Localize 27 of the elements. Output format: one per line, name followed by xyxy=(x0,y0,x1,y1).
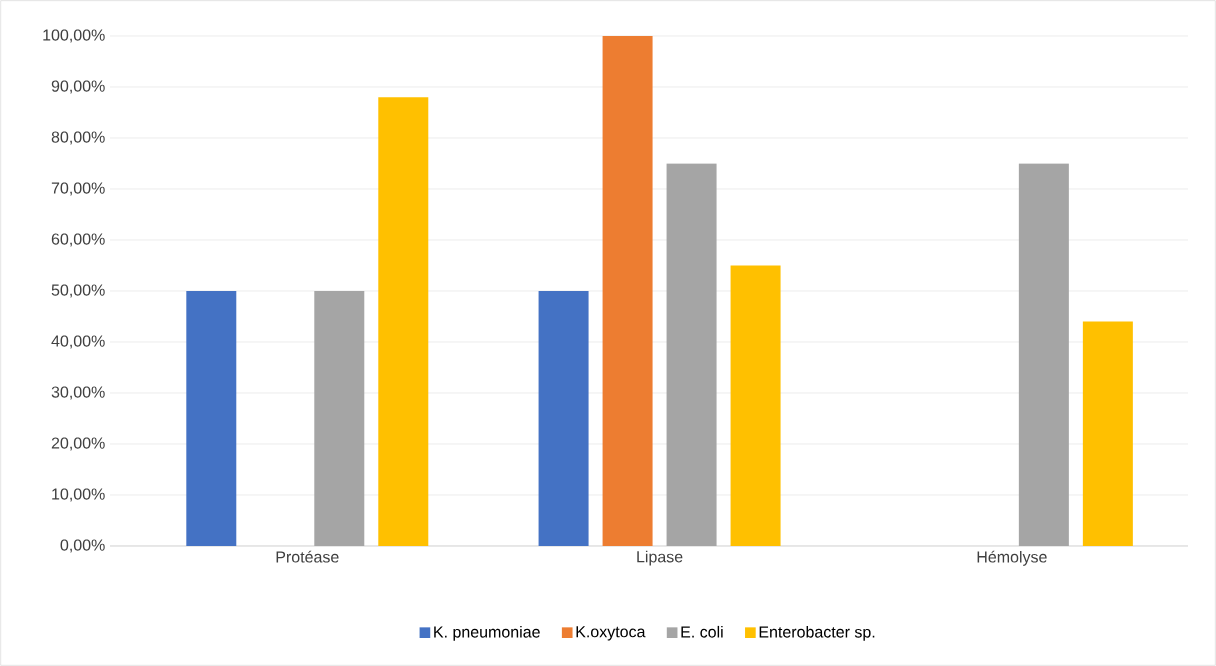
y-tick-label: 60,00% xyxy=(51,233,105,247)
legend-label: E. coli xyxy=(681,625,723,638)
y-tick-label: 50,00% xyxy=(51,284,105,298)
x-tick-label: Hémolyse xyxy=(977,550,1047,566)
y-tick-label: 0,00% xyxy=(60,539,105,553)
bar xyxy=(378,97,429,546)
bar xyxy=(666,163,717,546)
bar xyxy=(730,265,781,546)
bar xyxy=(1082,321,1133,546)
legend-label: K. pneumoniae xyxy=(434,625,540,641)
legend-label: Enterobacter sp. xyxy=(759,625,875,641)
y-tick-label: 20,00% xyxy=(51,437,105,451)
y-tick-label: 70,00% xyxy=(51,182,105,196)
y-tick-label: 40,00% xyxy=(51,335,105,349)
bar xyxy=(186,290,237,546)
legend-label: K.oxytoca xyxy=(576,626,646,641)
y-tick-label: 90,00% xyxy=(51,80,105,94)
x-tick-label: Lipase xyxy=(637,550,683,566)
x-tick-label: Protéase xyxy=(276,550,339,563)
bar xyxy=(314,290,365,546)
y-tick-label: 10,00% xyxy=(52,488,105,502)
bar xyxy=(1018,163,1069,546)
bar xyxy=(538,290,589,546)
y-tick-label: 30,00% xyxy=(51,386,105,400)
y-tick-label: 80,00% xyxy=(51,131,105,145)
bar xyxy=(602,35,653,546)
y-tick-label: 100,00% xyxy=(43,29,105,43)
